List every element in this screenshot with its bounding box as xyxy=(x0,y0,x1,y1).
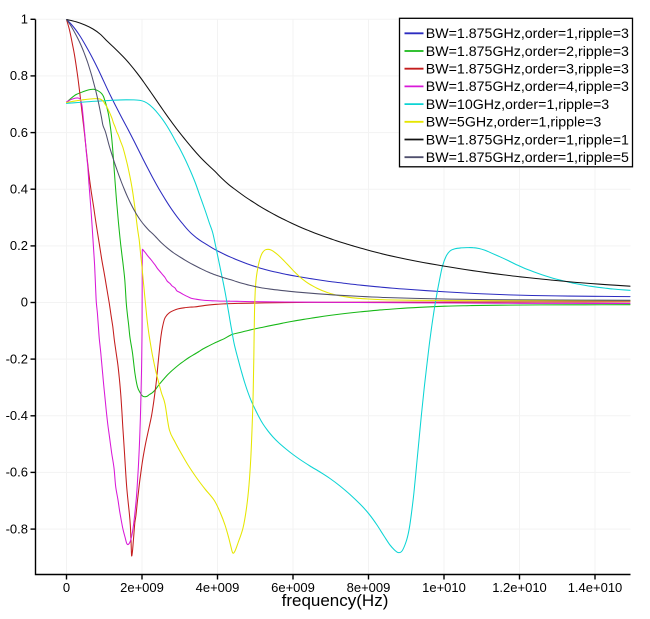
svg-text:BW=1.875GHz,order=3,ripple=3: BW=1.875GHz,order=3,ripple=3 xyxy=(426,62,629,78)
svg-text:0.8: 0.8 xyxy=(10,68,28,83)
svg-text:BW=1.875GHz,order=1,ripple=5: BW=1.875GHz,order=1,ripple=5 xyxy=(426,150,629,166)
svg-text:0.4: 0.4 xyxy=(10,181,28,196)
svg-text:0: 0 xyxy=(21,295,28,310)
svg-text:-0.8: -0.8 xyxy=(6,521,28,536)
svg-text:1e+010: 1e+010 xyxy=(422,580,466,595)
svg-text:0.2: 0.2 xyxy=(10,238,28,253)
svg-text:1.4e+010: 1.4e+010 xyxy=(568,580,623,595)
svg-text:frequency(Hz): frequency(Hz) xyxy=(282,591,389,610)
svg-text:BW=10GHz,order=1,ripple=3: BW=10GHz,order=1,ripple=3 xyxy=(426,97,609,113)
svg-text:BW=1.875GHz,order=1,ripple=3: BW=1.875GHz,order=1,ripple=3 xyxy=(426,26,629,42)
svg-text:BW=1.875GHz,order=1,ripple=1: BW=1.875GHz,order=1,ripple=1 xyxy=(426,132,629,148)
svg-text:1.2e+010: 1.2e+010 xyxy=(492,580,547,595)
svg-text:-0.4: -0.4 xyxy=(6,408,28,423)
svg-text:2e+009: 2e+009 xyxy=(120,580,164,595)
svg-text:-0.6: -0.6 xyxy=(6,465,28,480)
svg-text:BW=5GHz,order=1,ripple=3: BW=5GHz,order=1,ripple=3 xyxy=(426,115,602,131)
svg-text:BW=1.875GHz,order=4,ripple=3: BW=1.875GHz,order=4,ripple=3 xyxy=(426,79,629,95)
svg-text:0.6: 0.6 xyxy=(10,125,28,140)
svg-text:BW=1.875GHz,order=2,ripple=3: BW=1.875GHz,order=2,ripple=3 xyxy=(426,44,629,60)
svg-text:1: 1 xyxy=(21,12,28,27)
svg-text:4e+009: 4e+009 xyxy=(196,580,240,595)
svg-text:-0.2: -0.2 xyxy=(6,351,28,366)
svg-text:8e+009: 8e+009 xyxy=(347,580,391,595)
svg-text:0: 0 xyxy=(63,580,70,595)
svg-text:6e+009: 6e+009 xyxy=(271,580,315,595)
